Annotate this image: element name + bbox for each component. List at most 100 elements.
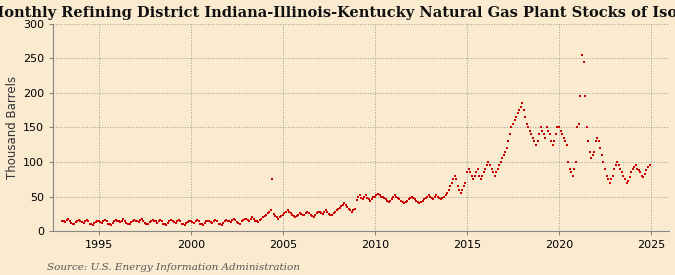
Point bbox=[346, 210, 357, 214]
Point bbox=[385, 199, 396, 203]
Point bbox=[331, 208, 342, 213]
Point bbox=[397, 200, 408, 204]
Point bbox=[57, 219, 68, 223]
Point bbox=[95, 220, 106, 224]
Point bbox=[305, 213, 316, 218]
Point bbox=[523, 125, 534, 130]
Point bbox=[142, 222, 153, 226]
Point bbox=[236, 219, 247, 224]
Point bbox=[418, 197, 429, 202]
Point bbox=[356, 196, 367, 200]
Point bbox=[630, 163, 641, 167]
Point bbox=[448, 177, 458, 182]
Point bbox=[575, 94, 586, 98]
Point bbox=[622, 179, 633, 183]
Point bbox=[589, 149, 599, 154]
Point bbox=[610, 163, 621, 167]
Point bbox=[531, 142, 541, 147]
Point bbox=[194, 221, 205, 226]
Point bbox=[376, 194, 387, 199]
Point bbox=[616, 170, 627, 175]
Point bbox=[350, 207, 360, 211]
Point bbox=[322, 210, 333, 214]
Point bbox=[94, 219, 105, 224]
Point bbox=[458, 184, 469, 188]
Point bbox=[72, 219, 83, 224]
Point bbox=[554, 125, 564, 130]
Point bbox=[598, 160, 609, 164]
Point bbox=[293, 212, 304, 217]
Point bbox=[329, 210, 340, 214]
Point bbox=[277, 212, 288, 217]
Point bbox=[406, 194, 417, 199]
Point bbox=[83, 219, 94, 224]
Point bbox=[271, 215, 282, 219]
Point bbox=[380, 197, 391, 202]
Point bbox=[558, 136, 569, 140]
Point bbox=[457, 188, 468, 192]
Point bbox=[388, 194, 399, 199]
Point bbox=[578, 59, 589, 64]
Point bbox=[78, 221, 89, 225]
Point bbox=[414, 201, 425, 206]
Point bbox=[196, 222, 207, 226]
Point bbox=[165, 218, 176, 222]
Point bbox=[437, 196, 448, 200]
Point bbox=[560, 139, 570, 143]
Point bbox=[639, 172, 650, 177]
Point bbox=[396, 199, 406, 203]
Point bbox=[140, 221, 151, 225]
Point bbox=[190, 219, 201, 223]
Y-axis label: Thousand Barrels: Thousand Barrels bbox=[5, 76, 18, 179]
Point bbox=[512, 111, 523, 116]
Point bbox=[503, 139, 514, 143]
Point bbox=[130, 219, 141, 223]
Point bbox=[474, 174, 485, 178]
Point bbox=[310, 212, 321, 217]
Point bbox=[572, 125, 583, 130]
Point bbox=[193, 219, 204, 224]
Point bbox=[586, 156, 597, 161]
Point bbox=[498, 153, 509, 157]
Point bbox=[524, 129, 535, 133]
Point bbox=[152, 221, 163, 225]
Point bbox=[265, 208, 276, 213]
Point bbox=[112, 219, 123, 223]
Point bbox=[202, 219, 213, 223]
Point bbox=[204, 219, 215, 224]
Point bbox=[238, 218, 248, 222]
Point bbox=[135, 218, 146, 222]
Point bbox=[221, 218, 232, 222]
Point bbox=[487, 170, 498, 175]
Point bbox=[87, 223, 98, 227]
Point bbox=[348, 208, 359, 213]
Point bbox=[187, 220, 198, 224]
Point bbox=[245, 216, 256, 221]
Point bbox=[90, 220, 101, 224]
Point bbox=[463, 167, 474, 171]
Point bbox=[576, 53, 587, 57]
Point bbox=[327, 213, 338, 218]
Point bbox=[644, 163, 655, 167]
Point bbox=[118, 217, 129, 222]
Point bbox=[551, 132, 562, 136]
Point bbox=[261, 212, 271, 217]
Point bbox=[92, 219, 103, 223]
Point bbox=[351, 198, 362, 202]
Point bbox=[363, 197, 374, 202]
Point bbox=[155, 218, 165, 222]
Point bbox=[70, 220, 81, 224]
Point bbox=[315, 210, 325, 215]
Point bbox=[136, 217, 147, 222]
Point bbox=[429, 194, 440, 199]
Point bbox=[75, 219, 86, 223]
Point bbox=[242, 218, 253, 222]
Point bbox=[532, 139, 543, 143]
Point bbox=[100, 218, 111, 222]
Point bbox=[434, 196, 445, 200]
Point bbox=[269, 212, 279, 216]
Point bbox=[336, 204, 347, 208]
Point bbox=[64, 219, 75, 223]
Point bbox=[428, 197, 439, 202]
Point bbox=[300, 211, 311, 215]
